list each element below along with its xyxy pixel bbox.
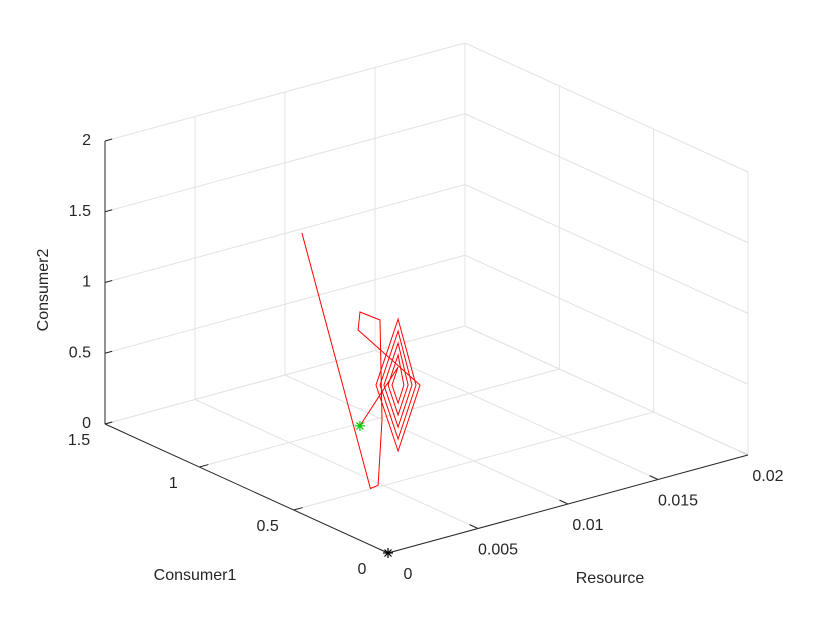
grid-line xyxy=(104,325,466,425)
tick-mark xyxy=(104,209,113,213)
x-tick-label: 0 xyxy=(404,566,413,583)
x-tick-label: 0.02 xyxy=(752,468,783,485)
tick-mark xyxy=(104,280,113,283)
grid-line xyxy=(464,42,749,173)
grid-line xyxy=(464,254,749,385)
plot xyxy=(301,232,421,558)
y-axis-line xyxy=(104,423,389,554)
tick-mark xyxy=(469,524,479,529)
z-tick-label: 0 xyxy=(82,415,91,432)
grid-line xyxy=(104,113,466,213)
grid-line xyxy=(284,374,569,505)
x-axis-line xyxy=(387,454,749,554)
grid-line xyxy=(199,368,560,468)
marker xyxy=(383,548,393,558)
grid-line xyxy=(104,254,466,354)
x-tick-label: 0.01 xyxy=(572,517,603,534)
grid-line xyxy=(464,184,749,314)
marker-stroke xyxy=(384,549,392,557)
tick-mark xyxy=(649,475,659,480)
grid-line xyxy=(293,411,654,511)
y-tick-label: 0 xyxy=(358,561,367,578)
grid-line xyxy=(464,325,749,456)
tick-mark xyxy=(559,499,569,505)
grid-line xyxy=(104,184,466,283)
tick-mark xyxy=(293,507,303,511)
tick-mark xyxy=(104,421,113,425)
y-axis-label: Consumer1 xyxy=(154,567,237,584)
grid-line xyxy=(104,42,466,142)
x-tick-label: 0.015 xyxy=(658,493,698,510)
tick-mark xyxy=(199,464,209,468)
z-tick-label: 1.5 xyxy=(69,203,91,220)
y-tick-label: 1.5 xyxy=(68,432,90,449)
y-tick-label: 1 xyxy=(169,475,178,492)
y-tick-label: 0.5 xyxy=(257,518,279,535)
x-tick-label: 0.005 xyxy=(478,542,518,559)
x-axis-label: Resource xyxy=(576,570,645,587)
grid-line xyxy=(374,350,659,480)
grid-line xyxy=(194,399,479,529)
tick-mark xyxy=(104,350,113,354)
z-tick-label: 0.5 xyxy=(69,344,91,361)
tick-mark xyxy=(104,138,113,142)
z-tick-label: 2 xyxy=(82,132,91,149)
marker xyxy=(354,420,365,431)
grid-line xyxy=(464,113,749,244)
trajectory xyxy=(301,232,421,490)
z-tick-label: 1 xyxy=(82,274,91,291)
marker-stroke xyxy=(356,421,364,430)
z-axis-label: Consumer2 xyxy=(35,249,52,332)
